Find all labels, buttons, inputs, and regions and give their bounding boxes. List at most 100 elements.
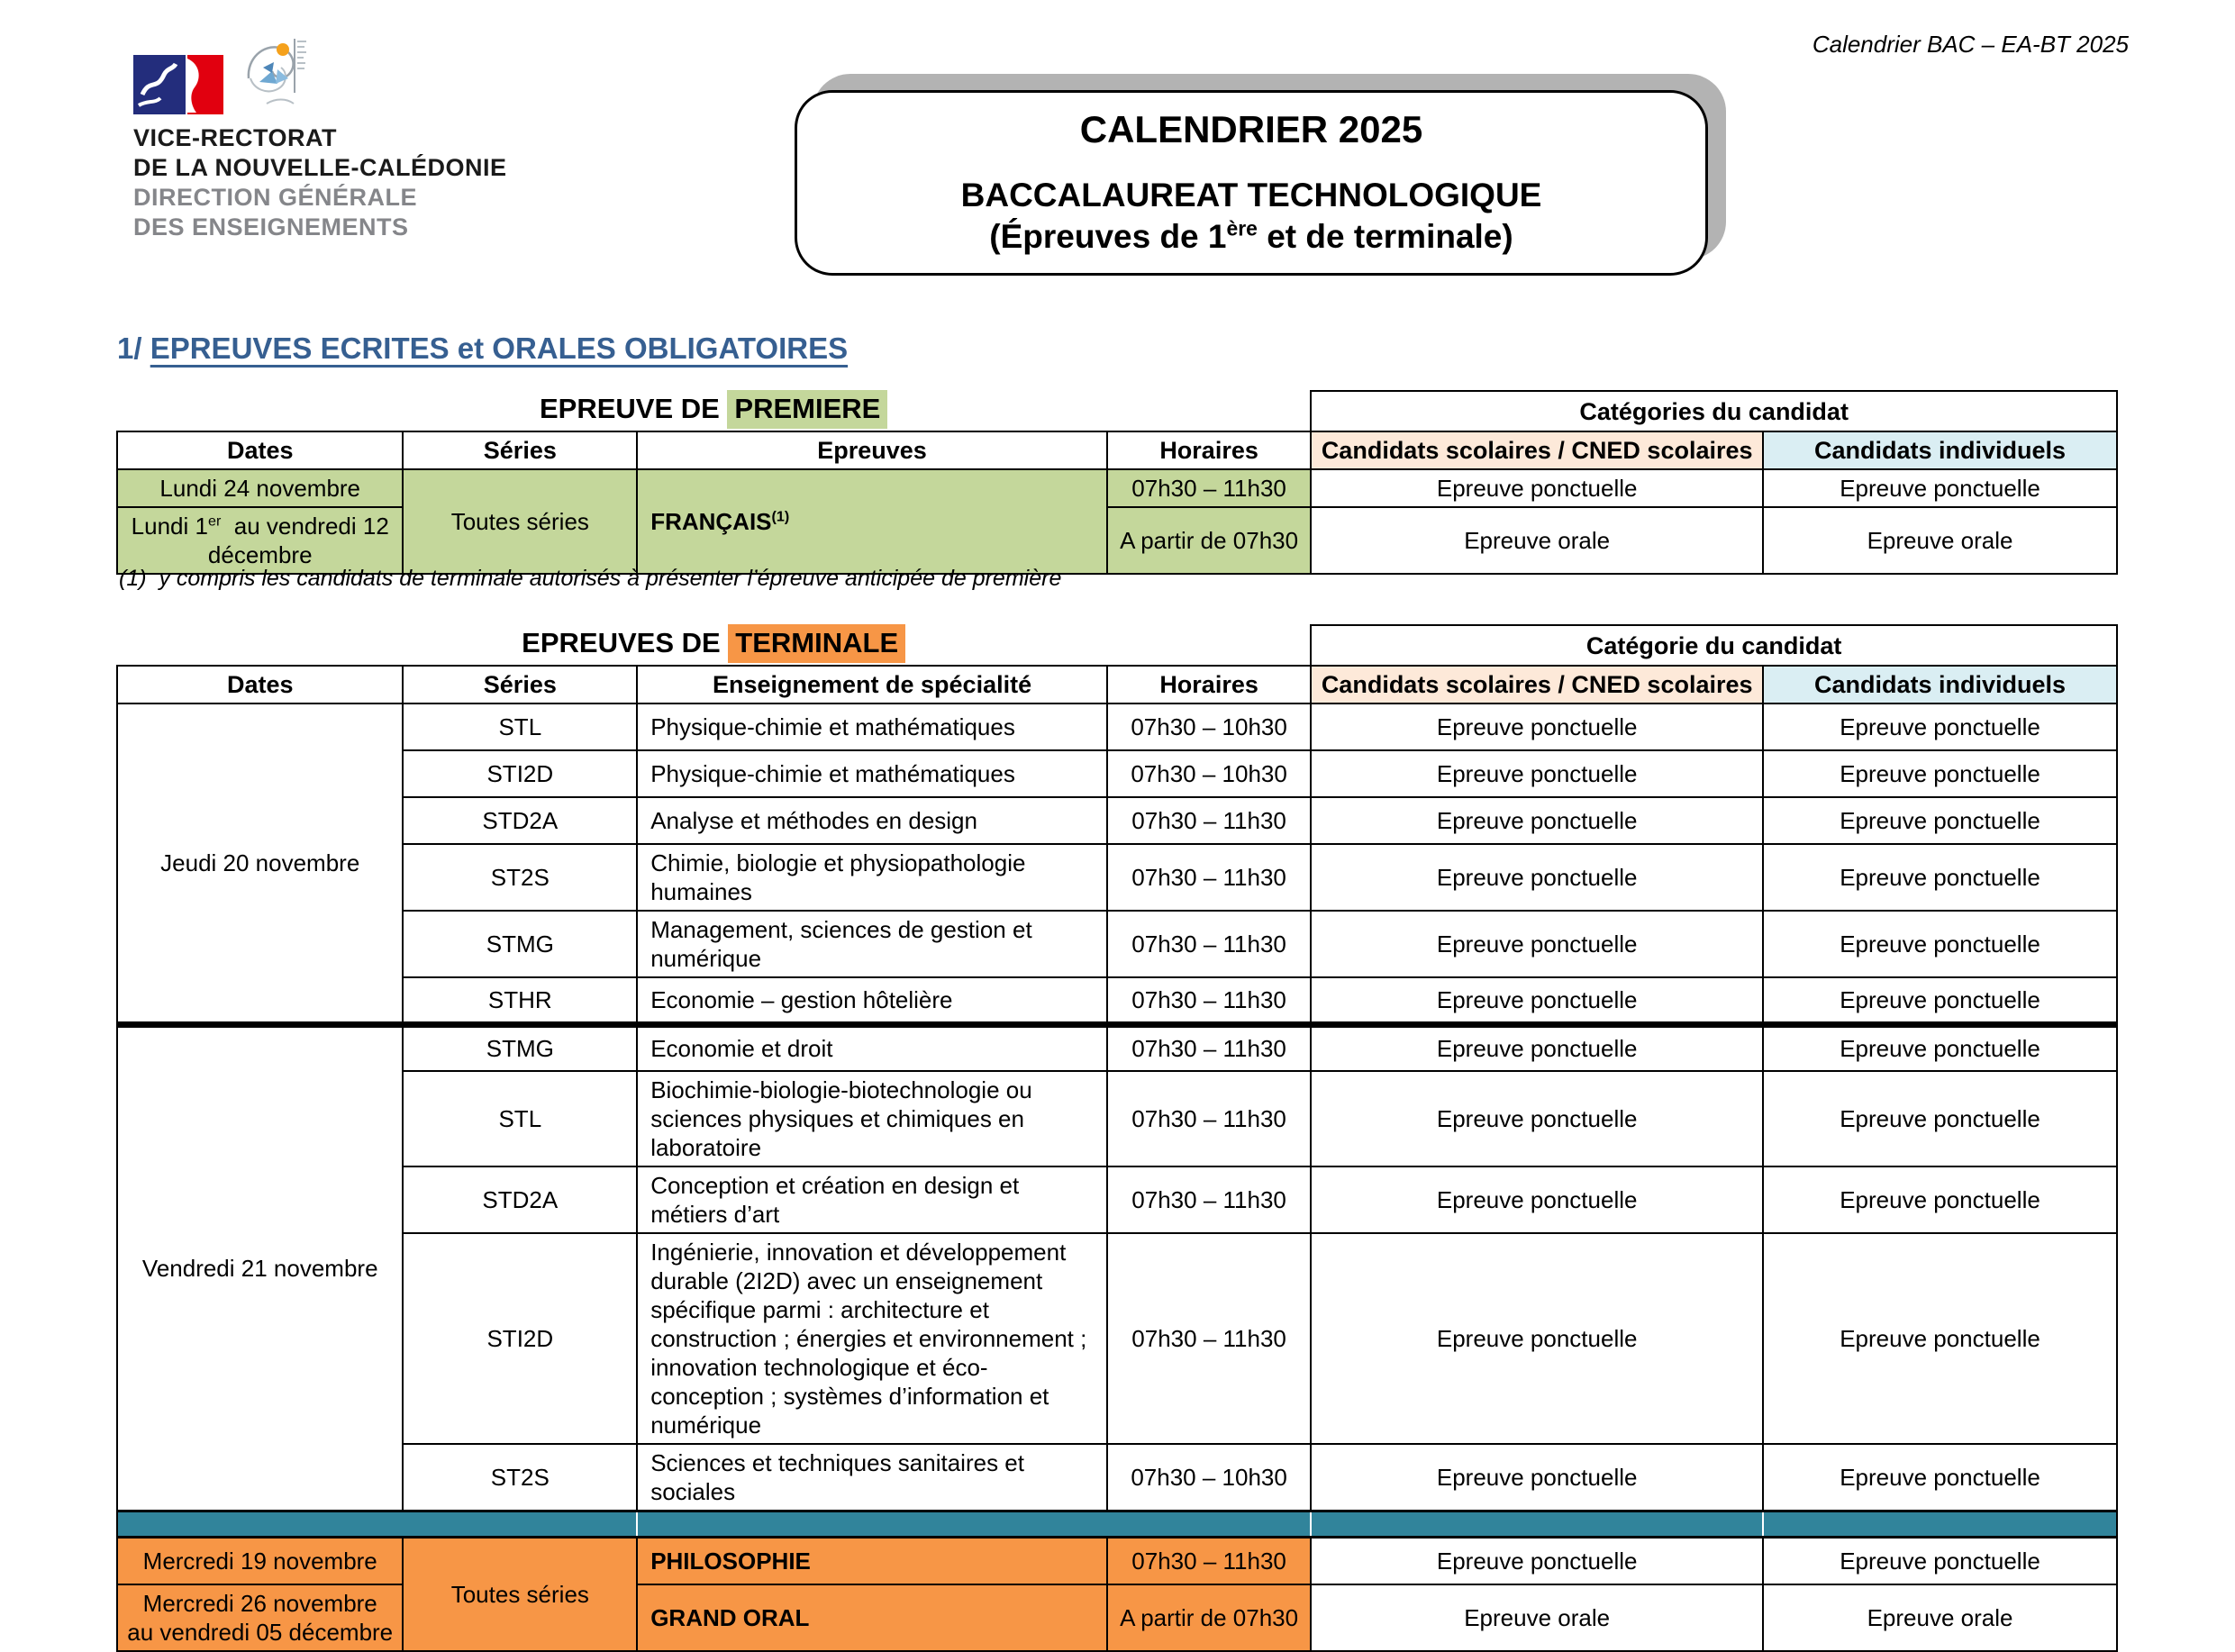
serie-cell: STD2A (402, 796, 639, 845)
horaire-cell: A partir de 07h30 (1105, 1583, 1313, 1652)
spec-cell: Ingénierie, innovation et développement … (636, 1232, 1108, 1445)
table-row: Jeudi 20 novembre STL Physique-chimie et… (115, 703, 2118, 1025)
candidate-individuel-cell: Epreuve ponctuelle (1762, 910, 2118, 978)
epreuve-cell: GRAND ORAL (636, 1583, 1108, 1652)
horaire-cell: 07h30 – 11h30 (1105, 1166, 1313, 1234)
spec-cell: Management, sciences de gestion et numér… (636, 910, 1108, 978)
candidate-scolaire-cell: Epreuve ponctuelle (1310, 796, 1765, 845)
spec-cell: Physique-chimie et mathématiques (636, 749, 1108, 798)
candidate-scolaire-cell: Epreuve ponctuelle (1310, 910, 1765, 978)
table-row: EPREUVES DE TERMINALE Catégorie du candi… (117, 624, 2118, 667)
title-calendrier: CALENDRIER 2025 (1079, 108, 1423, 150)
separator-band-cell (1762, 1510, 2118, 1539)
serie-cell: STL (402, 703, 639, 751)
candidate-scolaire-cell: Epreuve ponctuelle (1310, 468, 1765, 508)
table-row: EPREUVE DE PREMIERE Catégories du candid… (117, 390, 2118, 432)
title-bac-line: BACCALAUREAT TECHNOLOGIQUE (960, 177, 1542, 213)
table-header-row: Dates Séries Epreuves Horaires Candidats… (115, 431, 2118, 470)
table-row: STD2A Conception et création en design e… (117, 1166, 2118, 1234)
institution-name: VICE-RECTORAT DE LA NOUVELLE-CALÉDONIE D… (133, 123, 507, 242)
spec-cell: Analyse et méthodes en design (636, 796, 1108, 845)
serie-cell: STI2D (402, 749, 639, 798)
candidate-scolaire-cell: Epreuve ponctuelle (1310, 1166, 1765, 1234)
table-header-row: Dates Séries Enseignement de spécialité … (115, 665, 2118, 704)
candidate-scolaire-cell: Epreuve orale (1310, 1583, 1765, 1652)
col-header-epreuves: Epreuves (636, 431, 1108, 470)
serie-cell: ST2S (402, 1443, 639, 1512)
date-suffix: au vendredi 12 décembre (207, 513, 389, 568)
separator-band-cell (636, 1510, 1313, 1539)
institution-logo-block: VICE-RECTORAT DE LA NOUVELLE-CALÉDONIE D… (133, 39, 507, 242)
date-cell: Mercredi 26 novembre au vendredi 05 déce… (115, 1583, 404, 1652)
spec-cell: Physique-chimie et mathématiques (636, 703, 1108, 751)
horaire-cell: 07h30 – 11h30 (1105, 843, 1313, 912)
serie-cell: STI2D (402, 1232, 639, 1445)
spec-cell: Economie – gestion hôtelière (636, 976, 1108, 1025)
horaire-cell: 07h30 – 10h30 (1105, 703, 1313, 751)
section-heading-text: EPREUVES ECRITES et ORALES OBLIGATOIRES (150, 331, 849, 365)
title-bac: BACCALAUREAT TECHNOLOGIQUE (Épreuves de … (961, 175, 1542, 258)
horaire-cell: 07h30 – 11h30 (1105, 468, 1313, 508)
spec-cell: Chimie, biologie et physiopathologie hum… (636, 843, 1108, 912)
horaire-cell: 07h30 – 11h30 (1105, 1536, 1313, 1585)
serie-cell: STMG (402, 910, 639, 978)
col-header-cand-individuels: Candidats individuels (1762, 431, 2118, 470)
col-header-specialite: Enseignement de spécialité (636, 665, 1108, 704)
categories-header: Catégories du candidat (1310, 390, 2118, 432)
premiere-title-prefix: EPREUVE DE (539, 393, 728, 424)
horaire-cell: 07h30 – 11h30 (1105, 796, 1313, 845)
date-prefix: Lundi 1 (131, 513, 208, 540)
separator-band-cell (1310, 1510, 1765, 1539)
col-header-cand-scolaires: Candidats scolaires / CNED scolaires (1310, 431, 1765, 470)
logo-line-3: DIRECTION GÉNÉRALE (133, 184, 418, 211)
serie-cell: STMG (402, 1021, 639, 1072)
premiere-title-highlight: PREMIERE (727, 390, 888, 429)
terminale-title-highlight: TERMINALE (728, 624, 906, 663)
separator-band-row (115, 1510, 2118, 1539)
horaire-cell: 07h30 – 11h30 (1105, 1021, 1313, 1072)
terminale-title-prefix: EPREUVES DE (522, 627, 729, 658)
table-row: STHR Economie – gestion hôtelière 07h30 … (117, 976, 2118, 1025)
logo-line-4: DES ENSEIGNEMENTS (133, 213, 409, 241)
french-republic-flag-icon (133, 55, 223, 114)
candidate-individuel-cell: Epreuve ponctuelle (1762, 1166, 2118, 1234)
horaire-cell: 07h30 – 11h30 (1105, 910, 1313, 978)
footnote: (1) y compris les candidats de terminale… (119, 566, 1062, 591)
title-epreuves-sup: ère (1226, 216, 1258, 241)
candidate-scolaire-cell: Epreuve ponctuelle (1310, 1070, 1765, 1167)
candidate-individuel-cell: Epreuve orale (1762, 1583, 2118, 1652)
title-epreuves-suffix: et de terminale) (1257, 218, 1513, 255)
spec-cell: Economie et droit (636, 1021, 1108, 1072)
spec-cell: Conception et création en design et méti… (636, 1166, 1108, 1234)
epreuve-name: FRANÇAIS (650, 508, 772, 535)
serie-cell: Toutes séries (402, 468, 639, 575)
candidate-individuel-cell: Epreuve ponctuelle (1762, 1536, 2118, 1585)
premiere-table: EPREUVE DE PREMIERE Catégories du candid… (115, 390, 2118, 575)
logo-line-1: VICE-RECTORAT (133, 124, 338, 151)
candidate-individuel-cell: Epreuve ponctuelle (1762, 1232, 2118, 1445)
candidate-scolaire-cell: Epreuve ponctuelle (1310, 1443, 1765, 1512)
document-reference: Calendrier BAC – EA-BT 2025 (1812, 31, 2129, 58)
col-header-dates: Dates (115, 665, 404, 704)
table-row: ST2S Chimie, biologie et physiopathologi… (117, 843, 2118, 912)
table-row: STI2D Physique-chimie et mathématiques 0… (117, 749, 2118, 798)
candidate-individuel-cell: Epreuve ponctuelle (1762, 796, 2118, 845)
table-row: Vendredi 21 novembre STMG Economie et dr… (115, 1021, 2118, 1512)
title-epreuves-line: (Épreuves de 1ère et de terminale) (961, 216, 1542, 258)
serie-cell: STHR (402, 976, 639, 1025)
candidate-individuel-cell: Epreuve ponctuelle (1762, 843, 2118, 912)
horaire-cell: 07h30 – 11h30 (1105, 1232, 1313, 1445)
col-header-cand-scolaires: Candidats scolaires / CNED scolaires (1310, 665, 1765, 704)
horaire-cell: A partir de 07h30 (1105, 506, 1313, 575)
page: { "page": { "doc_ref": "Calendrier BAC –… (115, 31, 2129, 1652)
main-title-box: CALENDRIER 2025 BACCALAUREAT TECHNOLOGIQ… (795, 90, 1708, 276)
epreuve-footnote-ref: (1) (771, 508, 790, 525)
candidate-scolaire-cell: Epreuve ponctuelle (1310, 1021, 1765, 1072)
candidate-individuel-cell: Epreuve ponctuelle (1762, 468, 2118, 508)
candidate-individuel-cell: Epreuve ponctuelle (1762, 976, 2118, 1025)
serie-cell: STL (402, 1070, 639, 1167)
candidate-scolaire-cell: Epreuve ponctuelle (1310, 749, 1765, 798)
table-row: Mercredi 19 novembre Toutes séries PHILO… (115, 1536, 2118, 1652)
table-row: Lundi 1er au vendredi 12 décembre A part… (115, 506, 2118, 575)
section-number: 1/ (117, 331, 150, 365)
